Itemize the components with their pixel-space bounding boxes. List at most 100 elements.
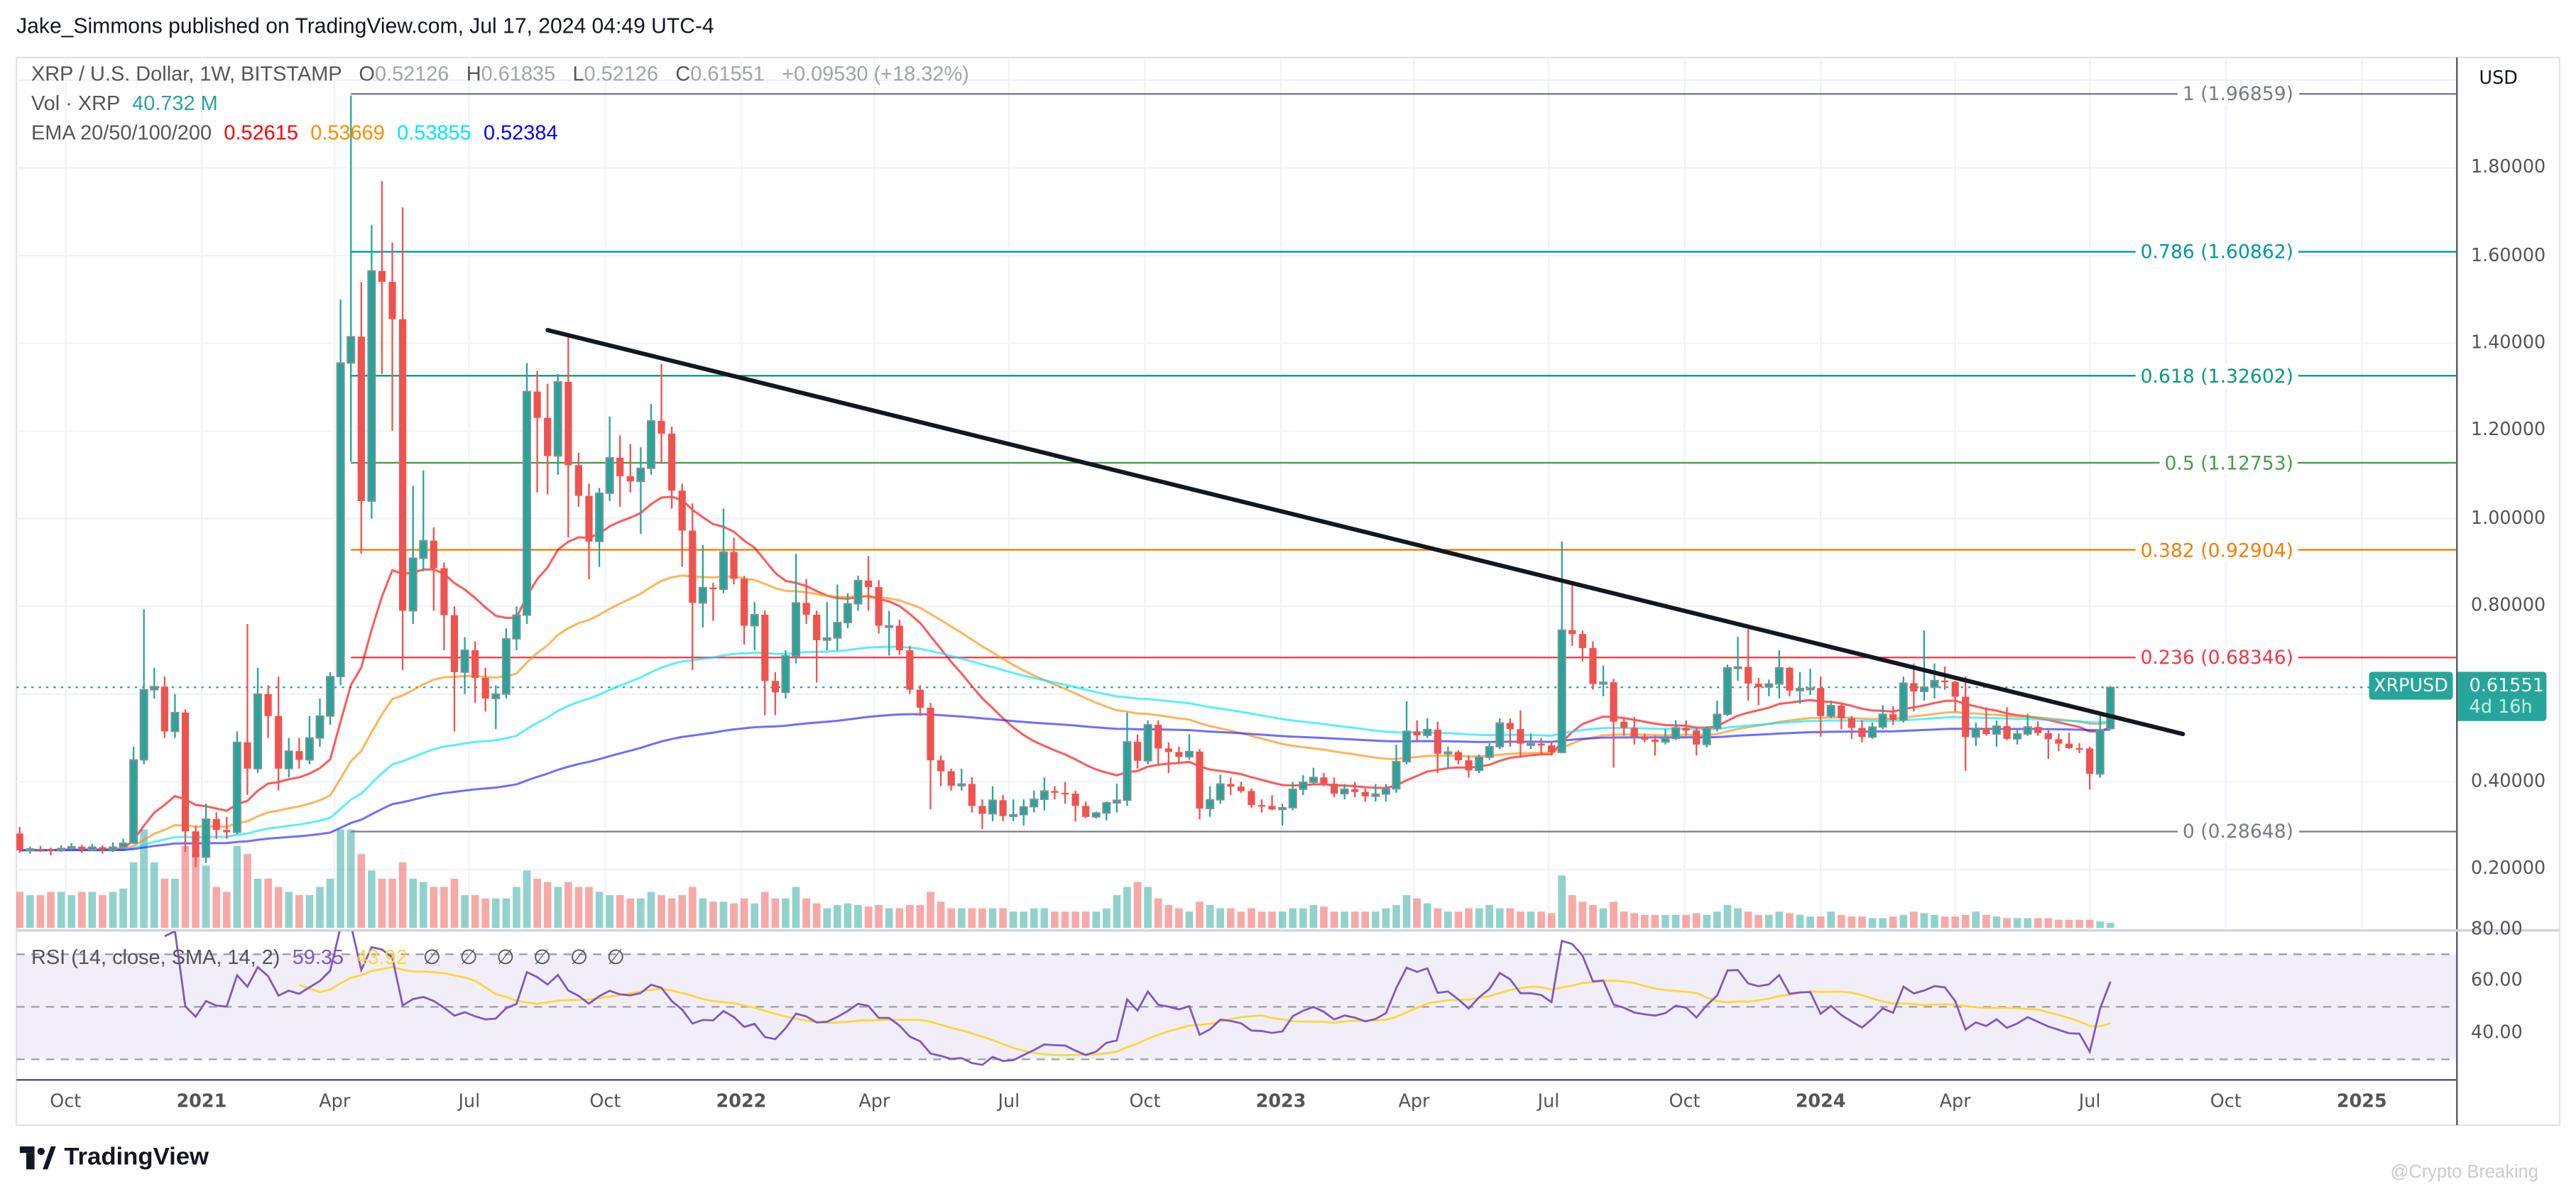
candle-body <box>1143 724 1152 762</box>
time-tick-label: 2022 <box>716 1090 767 1112</box>
volume-bar <box>1485 904 1494 928</box>
candle <box>1919 630 1928 701</box>
volume-bar <box>378 878 386 928</box>
candle <box>253 667 263 774</box>
volume-bar <box>771 898 780 928</box>
symbol-legend[interactable]: XRP / U.S. Dollar, 1W, BITSTAMP O0.52126… <box>31 62 969 85</box>
candle-body <box>1526 743 1536 746</box>
candle-body <box>481 677 489 698</box>
candle <box>1051 786 1059 800</box>
candle-body <box>1288 788 1297 809</box>
candle <box>668 426 676 509</box>
candle <box>1723 664 1732 716</box>
candle <box>792 554 801 664</box>
currency-label[interactable]: USD <box>2479 67 2518 89</box>
volume-label: Vol · XRP <box>31 92 120 115</box>
volume-bar <box>171 878 179 928</box>
candle <box>833 584 842 651</box>
candle <box>1774 650 1784 698</box>
candle-body <box>1806 687 1815 691</box>
volume-bar <box>834 904 841 928</box>
volume-bar <box>1454 911 1463 928</box>
volume-bar <box>1620 911 1628 928</box>
candle-body <box>1320 777 1328 784</box>
volume-bar <box>927 892 934 928</box>
candle-body <box>1030 799 1039 808</box>
volume-bar <box>1692 913 1701 928</box>
candle <box>399 207 407 670</box>
candle <box>388 242 396 432</box>
candle-body <box>1941 680 1949 682</box>
volume-bar <box>533 878 541 928</box>
candle-body <box>843 603 852 624</box>
candle <box>450 606 459 732</box>
candle <box>843 593 852 629</box>
candle-body <box>585 495 593 542</box>
volume-bar <box>1350 911 1359 928</box>
candle-body <box>895 625 903 651</box>
tradingview-logo[interactable]: TradingView <box>19 1143 209 1171</box>
candle-body <box>698 586 707 604</box>
candle <box>1061 782 1069 804</box>
volume-bar <box>1961 914 1970 928</box>
volume-bar <box>1589 904 1597 928</box>
candle-body <box>1733 666 1742 669</box>
time-tick-label: Jul <box>2078 1090 2101 1112</box>
candle-body <box>1112 799 1121 804</box>
volume-bar <box>626 898 635 928</box>
volume-bar <box>751 903 759 928</box>
candle <box>378 181 386 374</box>
candle <box>275 676 283 791</box>
volume-bar <box>264 878 272 928</box>
volume-bar <box>337 829 344 928</box>
volume-bar <box>1713 911 1721 928</box>
volume-bar <box>585 887 593 928</box>
volume-bar <box>1630 913 1639 928</box>
candle <box>916 685 924 716</box>
volume-bar <box>595 892 604 928</box>
price-tick-label: 1.20000 <box>2470 419 2546 442</box>
candle-body <box>36 848 45 851</box>
candle-body <box>719 551 728 591</box>
candle-body <box>284 750 293 769</box>
candle-body <box>678 491 686 531</box>
candle <box>170 694 180 738</box>
rsi-legend[interactable]: RSI (14, close, SMA, 14, 2) 59.35 43.92 … <box>31 944 625 969</box>
candle <box>512 606 521 651</box>
bar-countdown: 4d 16h <box>2469 696 2533 718</box>
candle-body <box>78 846 86 850</box>
candle-body <box>1951 681 1959 697</box>
volume-legend[interactable]: Vol · XRP 40.732 M <box>31 92 218 115</box>
rsi-tick-label: 60.00 <box>2470 969 2523 991</box>
candle <box>968 777 976 813</box>
candle <box>1320 773 1328 787</box>
candle-body <box>1361 791 1369 796</box>
candle <box>1443 746 1453 769</box>
volume-value: 40.732 M <box>132 92 218 115</box>
volume-bar <box>16 892 24 928</box>
candle <box>1299 775 1308 795</box>
candle <box>430 527 437 611</box>
candle-body <box>1537 743 1545 746</box>
candle <box>1423 718 1432 738</box>
candle-body <box>1557 629 1566 753</box>
candle <box>346 95 356 462</box>
time-tick-label: Oct <box>2210 1090 2242 1112</box>
candle <box>1009 799 1018 821</box>
candle <box>1102 801 1111 821</box>
volume-bar <box>450 878 459 928</box>
candle-body <box>730 552 738 579</box>
volume-bar <box>1216 908 1225 928</box>
ema-legend[interactable]: EMA 20/50/100/200 0.52615 0.53669 0.5385… <box>31 121 558 144</box>
candle-body <box>1196 751 1204 809</box>
volume-bar <box>471 895 479 928</box>
price-tick-label: 1.40000 <box>2470 332 2546 354</box>
candle-body <box>87 846 97 851</box>
volume-bar <box>792 887 800 928</box>
volume-bar <box>119 888 127 928</box>
na-value: ∅ <box>422 946 441 970</box>
volume-bar <box>895 908 904 928</box>
candle <box>47 848 55 856</box>
volume-bar <box>1848 916 1856 928</box>
